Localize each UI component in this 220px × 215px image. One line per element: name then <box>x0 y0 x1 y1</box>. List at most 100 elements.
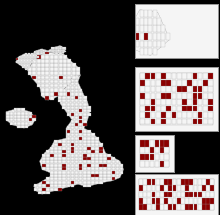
Bar <box>41 67 45 71</box>
Bar <box>58 150 62 153</box>
Bar <box>161 86 166 92</box>
Bar <box>66 181 70 184</box>
Bar <box>58 181 62 184</box>
Bar <box>37 51 40 54</box>
Bar <box>62 150 66 153</box>
Bar <box>59 84 62 88</box>
Bar <box>50 63 54 67</box>
Bar <box>66 154 70 157</box>
Bar <box>62 160 66 163</box>
Bar <box>50 75 54 79</box>
Bar <box>160 140 164 147</box>
Bar <box>45 51 49 54</box>
Bar <box>63 55 67 58</box>
Bar <box>71 92 74 95</box>
Bar <box>147 179 151 185</box>
Bar <box>95 164 99 167</box>
Bar <box>116 167 119 170</box>
Bar <box>210 204 214 210</box>
Bar <box>71 79 74 82</box>
Bar <box>37 84 40 88</box>
Bar <box>91 140 95 143</box>
Bar <box>91 160 95 163</box>
Bar <box>59 51 62 52</box>
Bar <box>41 80 45 83</box>
Bar <box>187 106 192 111</box>
Bar <box>95 170 99 174</box>
Bar <box>95 143 99 146</box>
Bar <box>66 174 70 177</box>
Bar <box>208 119 213 124</box>
Bar <box>166 80 171 86</box>
Bar <box>177 73 182 79</box>
Bar <box>208 106 213 111</box>
Bar <box>177 93 182 98</box>
Bar <box>120 170 123 174</box>
Bar <box>189 192 193 197</box>
Bar <box>34 58 37 60</box>
Bar <box>59 47 62 49</box>
Bar <box>203 106 208 111</box>
Bar <box>46 150 50 153</box>
Bar <box>145 154 150 160</box>
Bar <box>75 113 78 116</box>
Bar <box>54 143 58 146</box>
Bar <box>67 63 71 67</box>
Bar <box>192 80 197 86</box>
Bar <box>79 109 82 112</box>
Bar <box>189 179 193 185</box>
Bar <box>62 89 66 92</box>
Bar <box>177 106 182 111</box>
Bar <box>79 133 82 136</box>
Bar <box>152 204 155 210</box>
Bar <box>87 150 91 153</box>
Bar <box>75 75 78 78</box>
Bar <box>21 118 25 121</box>
Bar <box>172 80 176 86</box>
Bar <box>99 177 103 180</box>
Bar <box>75 89 78 92</box>
Bar <box>62 106 66 109</box>
Bar <box>54 174 58 177</box>
Bar <box>58 187 62 191</box>
Bar <box>62 167 66 170</box>
Bar <box>182 119 187 124</box>
Bar <box>153 18 157 25</box>
Bar <box>79 181 82 184</box>
Bar <box>36 52 40 54</box>
Bar <box>210 198 214 204</box>
Bar <box>79 174 82 177</box>
Bar <box>91 150 95 153</box>
Bar <box>42 164 46 167</box>
Bar <box>83 160 87 163</box>
Bar <box>50 59 54 63</box>
Bar <box>37 67 40 71</box>
Bar <box>153 48 157 55</box>
Bar <box>50 187 54 191</box>
Bar <box>145 99 150 105</box>
Bar <box>45 80 49 83</box>
Bar <box>21 112 25 115</box>
Bar <box>41 63 45 67</box>
Bar <box>91 147 95 150</box>
Bar <box>172 86 176 92</box>
Bar <box>168 185 172 191</box>
Bar <box>140 25 144 32</box>
Bar <box>31 58 33 60</box>
Bar <box>83 106 87 109</box>
Bar <box>45 96 49 100</box>
Bar <box>150 147 154 153</box>
Bar <box>66 167 70 170</box>
Bar <box>75 79 78 82</box>
Bar <box>17 112 21 115</box>
Bar <box>41 92 45 96</box>
Bar <box>157 40 161 47</box>
Bar <box>91 181 95 184</box>
Bar <box>46 154 50 157</box>
Bar <box>192 112 197 118</box>
Bar <box>45 67 49 71</box>
Bar <box>198 192 202 197</box>
Bar <box>161 33 165 40</box>
Bar <box>71 113 74 116</box>
Bar <box>206 185 210 191</box>
